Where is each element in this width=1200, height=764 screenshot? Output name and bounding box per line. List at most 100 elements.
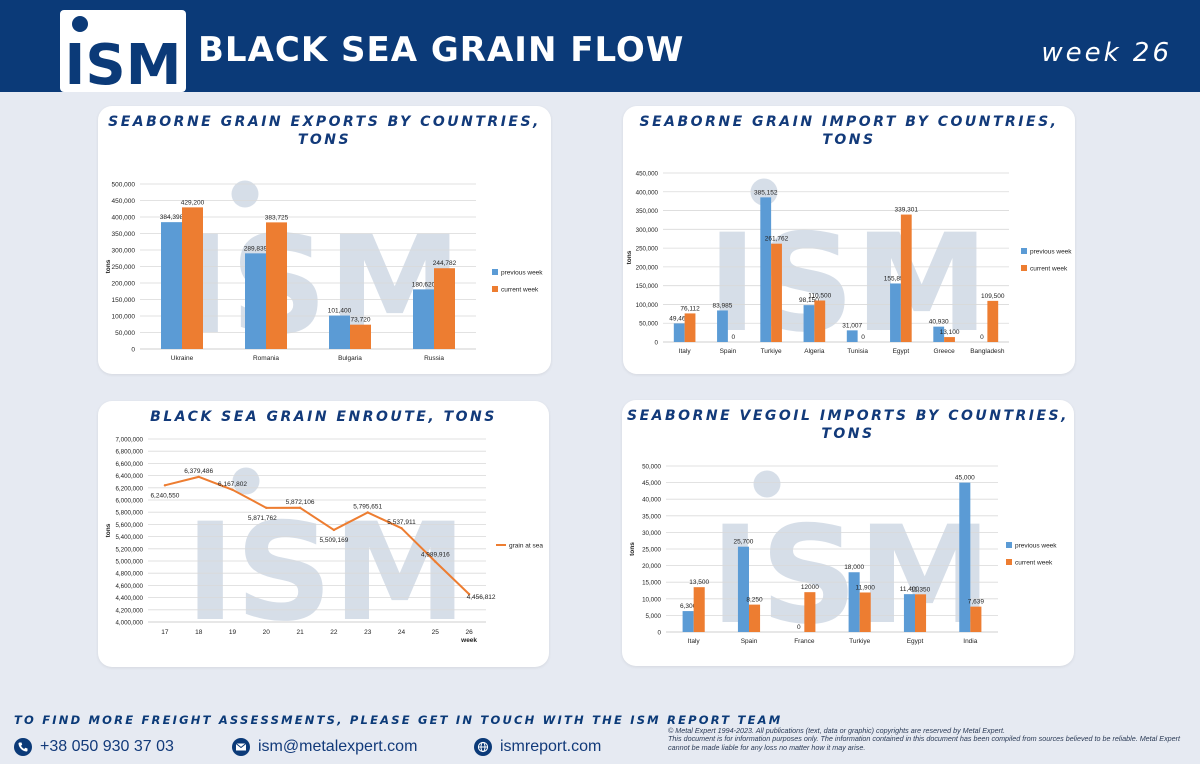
- contact-phone[interactable]: +38 050 930 37 03: [14, 736, 174, 758]
- y-tick-label: 50,000: [642, 464, 661, 471]
- y-tick-label: 30,000: [642, 530, 661, 537]
- data-label: 7,639: [968, 599, 985, 606]
- phone-number: +38 050 930 37 03: [40, 738, 174, 755]
- x-tick-label: Tunisia: [847, 348, 868, 355]
- data-label: 4,456,812: [467, 594, 496, 601]
- footer-cta: TO FIND MORE FREIGHT ASSESSMENTS, PLEASE…: [14, 713, 783, 727]
- data-label: 244,782: [433, 260, 457, 267]
- y-tick-label: 45,000: [642, 480, 661, 487]
- x-tick-label: 26: [465, 629, 473, 636]
- x-tick-label: Italy: [688, 638, 701, 645]
- x-tick-label: 21: [296, 629, 304, 636]
- y-tick-label: 5,000: [646, 613, 662, 620]
- x-tick-label: Spain: [720, 348, 737, 355]
- data-point: [265, 506, 268, 510]
- y-tick-label: 5,200,000: [115, 546, 143, 553]
- y-tick-label: 50,000: [639, 321, 658, 328]
- data-label: 6,167,802: [218, 481, 247, 488]
- data-point: [434, 560, 437, 563]
- legend-swatch: [1021, 265, 1027, 271]
- y-tick-label: 50,000: [115, 330, 135, 337]
- envelope-icon: [232, 738, 250, 756]
- chart-title-grain-imports: SEABORNE GRAIN IMPORT BY COUNTRIES, TONS: [639, 114, 1059, 148]
- legal-copyright: © Metal Expert 1994-2023. All publicatio…: [668, 726, 1006, 735]
- y-tick-label: 25,000: [642, 547, 661, 554]
- y-tick-label: 150,000: [636, 283, 659, 290]
- bar: [682, 611, 694, 632]
- legal-disclaimer: This document is for information purpose…: [668, 734, 1181, 752]
- data-label: 429,200: [181, 199, 205, 206]
- y-tick-label: 4,000,000: [115, 620, 143, 627]
- x-tick-label: Turkiye: [761, 348, 782, 355]
- data-label: 261,762: [765, 236, 789, 243]
- legend-label: current week: [501, 287, 539, 294]
- legal-notice: © Metal Expert 1994-2023. All publicatio…: [668, 726, 1193, 752]
- legend-swatch: [492, 269, 498, 275]
- y-tick-label: 0: [655, 340, 659, 347]
- legend-swatch: [492, 286, 498, 292]
- x-tick-label: Bulgaria: [338, 355, 362, 362]
- y-tick-label: 200,000: [112, 281, 136, 288]
- x-tick-label: 23: [364, 629, 372, 636]
- y-tick-label: 250,000: [636, 246, 659, 253]
- y-tick-label: 4,800,000: [115, 571, 143, 578]
- data-label: 98,150: [799, 297, 819, 304]
- website-link: ismreport.com: [500, 738, 602, 755]
- chart-card-vegoil-imports: SEABORNE VEGOIL IMPORTS BY COUNTRIES, TO…: [622, 400, 1074, 666]
- y-tick-label: 450,000: [112, 198, 136, 205]
- bar: [970, 606, 982, 632]
- data-label: 5,509,169: [319, 537, 348, 544]
- bar: [737, 546, 749, 632]
- data-label: 49,468: [669, 315, 689, 322]
- y-tick-label: 5,800,000: [115, 510, 143, 517]
- bar: [684, 313, 696, 342]
- y-tick-label: 300,000: [112, 248, 136, 255]
- legend-swatch: [1006, 542, 1012, 548]
- contact-email[interactable]: ism@metalexpert.com: [232, 736, 417, 758]
- data-point: [298, 506, 302, 510]
- y-tick-label: 100,000: [112, 314, 136, 321]
- y-tick-label: 400,000: [636, 189, 659, 196]
- data-label: 76,112: [680, 305, 700, 312]
- x-tick-label: Russia: [424, 355, 444, 362]
- data-label: 101,400: [328, 308, 352, 315]
- y-tick-label: 450,000: [636, 171, 659, 178]
- bar: [182, 207, 203, 349]
- bar: [771, 243, 782, 342]
- x-tick-label: 18: [195, 629, 203, 636]
- data-label: 13,100: [940, 329, 960, 336]
- y-tick-label: 4,200,000: [115, 607, 143, 614]
- data-label: 25,700: [734, 539, 754, 546]
- y-tick-label: 400,000: [112, 215, 136, 222]
- legend-label: previous week: [1015, 543, 1057, 550]
- data-label: 11,900: [855, 584, 875, 591]
- x-tick-label: 20: [263, 629, 271, 636]
- data-label: 0: [980, 334, 984, 341]
- data-point: [231, 488, 234, 491]
- legend-swatch: [1021, 248, 1027, 254]
- bar: [804, 592, 816, 632]
- data-label: 339,301: [895, 207, 919, 214]
- y-tick-label: 100,000: [636, 302, 659, 309]
- ism-logo: ISM: [60, 10, 186, 92]
- x-tick-label: 25: [432, 629, 440, 636]
- chart-card-grain-exports: SEABORNE GRAIN EXPORTS BY COUNTRIES, TON…: [98, 106, 551, 374]
- chart-card-grain-enroute: BLACK SEA GRAIN ENROUTE, TONS ISM 4,000,0…: [98, 401, 549, 667]
- bar: [413, 289, 434, 349]
- y-tick-label: 500,000: [112, 182, 136, 189]
- data-label: 155,853: [884, 275, 908, 282]
- x-tick-label: Spain: [741, 638, 758, 645]
- data-label: 13,500: [689, 579, 709, 586]
- y-axis-label: tons: [105, 259, 112, 273]
- data-label: 385,152: [754, 189, 778, 196]
- ism-watermark: ISM: [185, 467, 467, 651]
- data-label: 6,379,486: [184, 468, 213, 475]
- contact-website[interactable]: ismreport.com: [474, 736, 601, 758]
- bar: [890, 283, 901, 342]
- y-tick-label: 6,000,000: [115, 498, 143, 505]
- data-label: 6,300: [680, 603, 697, 610]
- y-tick-label: 4,600,000: [115, 583, 143, 590]
- data-label: 31,007: [842, 322, 862, 329]
- chart-title-vegoil-imports: SEABORNE VEGOIL IMPORTS BY COUNTRIES, TO…: [627, 408, 1069, 442]
- y-tick-label: 5,600,000: [115, 522, 143, 529]
